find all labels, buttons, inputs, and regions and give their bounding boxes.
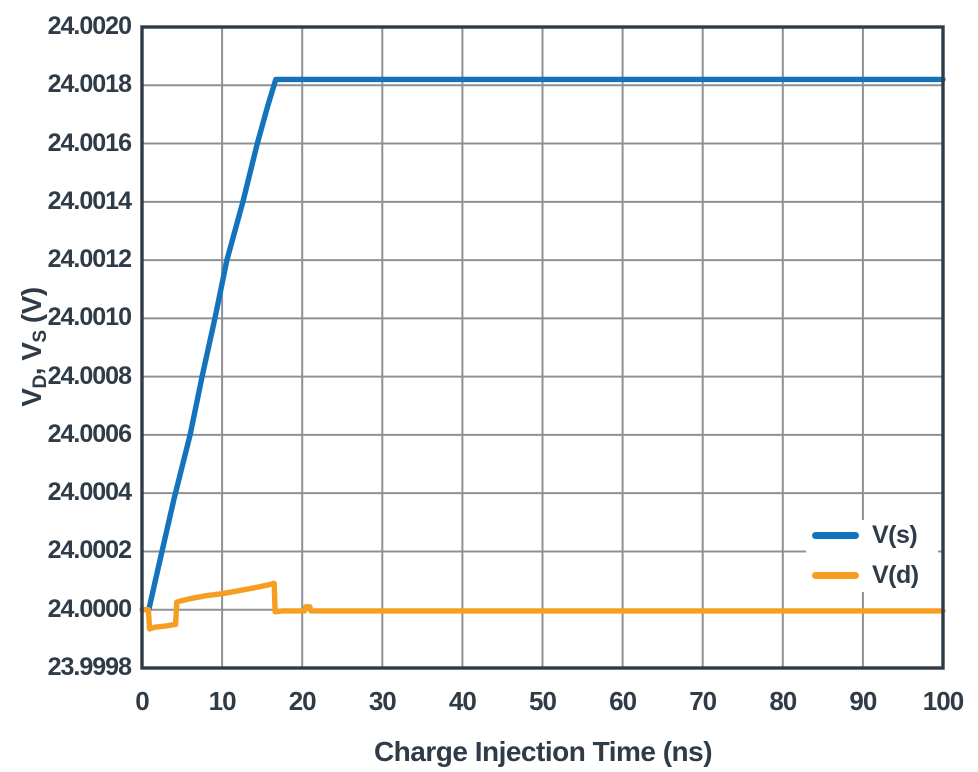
x-tick-label: 90 (849, 686, 877, 716)
vs-line-swatch-icon (812, 532, 859, 539)
y-tick-label: 24.0014 (47, 186, 132, 215)
y-tick-label: 24.0002 (47, 536, 132, 565)
y-tick-label: 24.0010 (47, 303, 132, 332)
x-tick-label: 100 (922, 686, 964, 716)
x-tick-label: 80 (769, 686, 797, 716)
x-tick-label: 50 (529, 686, 557, 716)
series-line-vd (139, 580, 946, 632)
y-tick-label: 24.0008 (47, 361, 132, 390)
y-tick-label: 24.0004 (47, 478, 132, 507)
x-tick-label: 40 (448, 686, 477, 716)
x-tick-label: 60 (609, 686, 637, 716)
x-axis-title: Charge Injection Time (ns) (373, 736, 713, 767)
plot-border (140, 25, 945, 670)
x-tick-label: 20 (288, 686, 317, 716)
x-tick-label: 0 (135, 686, 150, 716)
legend-label-vs: V(s) (872, 521, 918, 549)
y-tick-label: 24.0006 (47, 419, 132, 448)
y-tick-label: 24.0018 (47, 70, 132, 99)
legend-label-vd: V(d) (872, 561, 919, 589)
legend-item-vd: V(d) (812, 563, 938, 588)
y-tick-label: 24.0020 (47, 11, 132, 40)
series-line-vs (146, 76, 946, 613)
legend-item-vs: V(s) (812, 523, 938, 548)
vd-line-swatch-icon (812, 572, 859, 579)
y-tick-label: 24.0000 (47, 594, 132, 623)
y-tick-label: 24.0012 (47, 244, 132, 273)
y-tick-label: 23.9998 (47, 652, 132, 681)
legend: V(s) V(d) (806, 520, 938, 592)
y-tick-label: 24.0016 (47, 128, 132, 157)
x-tick-label: 10 (208, 686, 237, 716)
x-tick-label: 70 (689, 686, 717, 716)
x-tick-label: 30 (368, 686, 397, 716)
